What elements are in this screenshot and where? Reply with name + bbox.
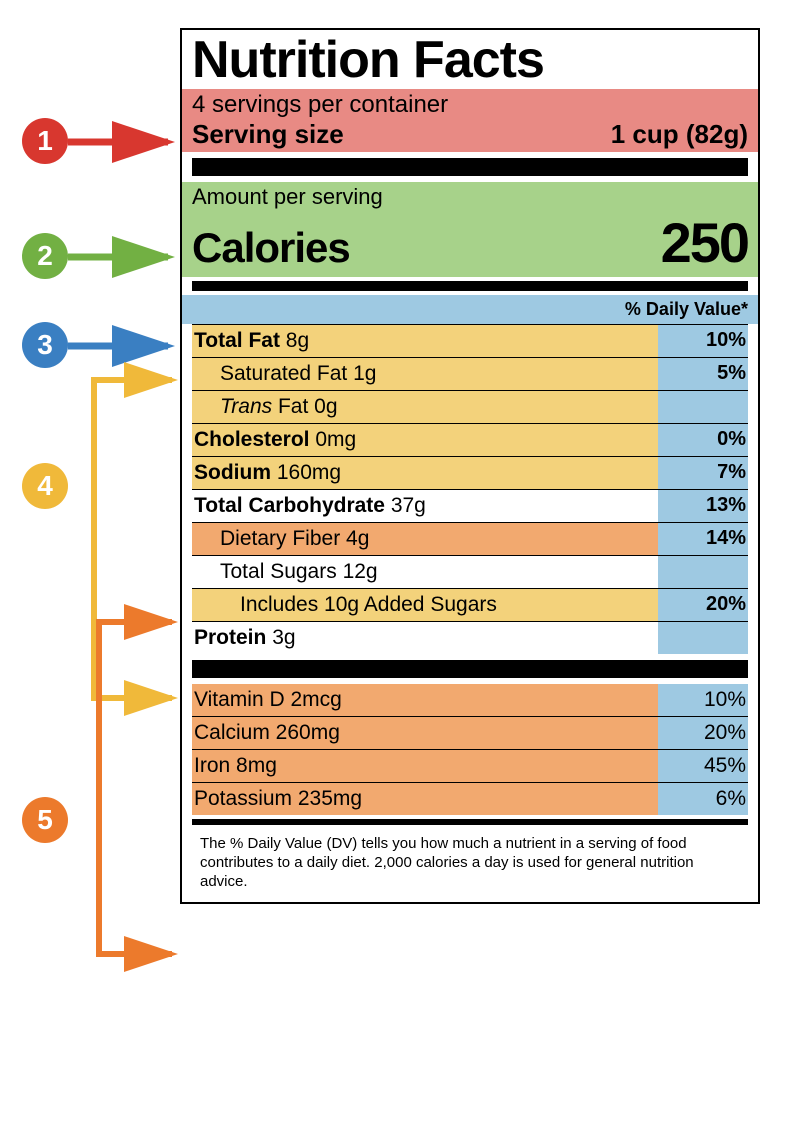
divider-med-1 [192,281,748,291]
divider-med-2 [192,819,748,825]
daily-value-header: % Daily Value* [182,295,758,324]
callout-1: 1 [22,118,68,164]
calories-block: Amount per serving Calories 250 [182,182,758,277]
row-fiber: Dietary Fiber 4g 14% [192,522,748,555]
amount-per-serving: Amount per serving [192,184,748,210]
row-cholesterol: Cholesterol 0mg 0% [192,423,748,456]
row-carb: Total Carbohydrate 37g 13% [192,489,748,522]
row-iron: Iron 8mg45% [192,749,748,782]
serving-size-label: Serving size [192,119,344,150]
row-sodium: Sodium 160mg 7% [192,456,748,489]
nutrition-label: Nutrition Facts 4 servings per container… [180,28,760,904]
callout-2: 2 [22,233,68,279]
row-potassium: Potassium 235mg6% [192,782,748,815]
row-trans-fat: Trans Fat 0g [192,390,748,423]
divider-thick-1 [192,158,748,176]
row-sugars: Total Sugars 12g [192,555,748,588]
row-protein: Protein 3g [192,621,748,654]
row-sat-fat: Saturated Fat 1g 5% [192,357,748,390]
row-vitd: Vitamin D 2mcg10% [192,684,748,716]
divider-thick-2 [192,660,748,678]
callout-3: 3 [22,322,68,368]
footnote: The % Daily Value (DV) tells you how muc… [192,829,748,891]
arrow-1 [68,134,188,164]
row-calcium: Calcium 260mg20% [192,716,748,749]
calories-label: Calories [192,224,350,272]
arrow-3 [68,338,188,368]
row-total-fat: Total Fat 8g 10% [192,324,748,357]
label-title: Nutrition Facts [192,36,748,85]
arrow-2 [68,249,188,279]
serving-block: 4 servings per container Serving size 1 … [182,89,758,152]
arrow-5 [44,612,194,1012]
row-added-sugars: Includes 10g Added Sugars 20% [192,588,748,621]
calories-value: 250 [661,210,748,275]
servings-per-container: 4 servings per container [192,91,748,119]
serving-size-value: 1 cup (82g) [611,119,748,150]
